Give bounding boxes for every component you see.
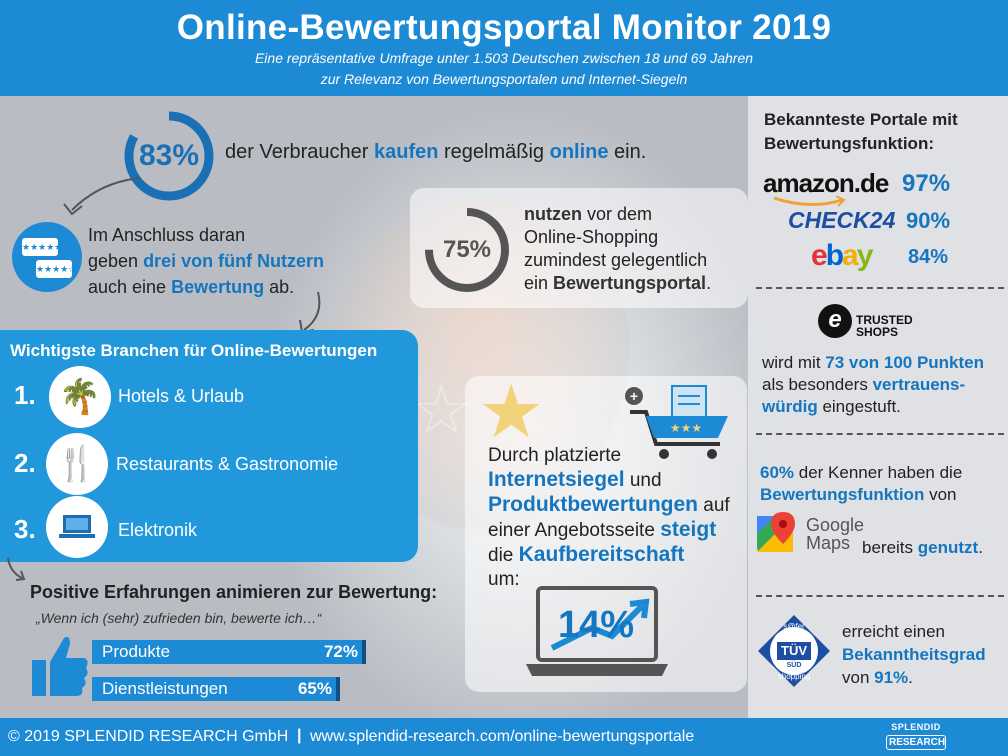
bar-1: Produkte 72% [92, 640, 366, 664]
positive-quote: „Wenn ich (sehr) zufrieden bin, bewerte … [36, 610, 322, 626]
ring-chart-svg [124, 111, 214, 201]
bar-value-label: 72% [323, 642, 358, 661]
right-column [748, 96, 1008, 718]
ebay-logo: ebay [811, 239, 873, 272]
branchen-panel: Wichtigste Branchen für Online-Bewertung… [0, 330, 418, 562]
stat-review-text: Im Anschluss daran geben drei von fünf N… [88, 225, 325, 297]
background-star: ☆ [410, 371, 473, 449]
divider [756, 433, 1004, 435]
bar-value-label: 65% [297, 679, 332, 698]
divider [756, 595, 1004, 597]
header-banner: Online-Bewertungsportal Monitor 2019 Ein… [0, 0, 1008, 96]
laptop-icon [46, 496, 108, 558]
amazon-value: 97% [902, 170, 951, 197]
check24-logo: CHECK24 [788, 207, 896, 233]
tuev-text: erreicht einen Bekanntheitsgrad von 91%. [842, 622, 986, 687]
amazon-logo: amazon.de [763, 168, 889, 198]
footer: © 2019 SPLENDID RESEARCH GmbH | www.sple… [0, 718, 1008, 756]
palm-tree-icon: 🌴 [49, 366, 111, 428]
review-chat-icon: ★★★★★ ★★★★☆ [12, 222, 82, 292]
ring-arc [425, 208, 509, 292]
rank-2: 2. [14, 448, 36, 478]
bar-label: Dienstleistungen [102, 679, 228, 698]
trusted-shops-logo: TRUSTED SHOPS [856, 313, 913, 339]
footer-copyright: © 2019 SPLENDID RESEARCH GmbH [8, 728, 289, 745]
bar-label: Produkte [102, 642, 171, 661]
stat-portal-text: nutzen vor dem Online-Shopping zumindest… [524, 204, 712, 293]
branchen-title: Wichtigste Branchen für Online-Bewertung… [10, 341, 378, 360]
bar-cap [336, 677, 340, 701]
ring-value-83: 83% [138, 139, 200, 172]
footer-url[interactable]: www.splendid-research.com/online-bewertu… [310, 728, 695, 745]
branche-label-1: Hotels & Urlaub [118, 386, 245, 406]
google-maps-icon [757, 512, 797, 556]
bar-2: Dienstleistungen 65% [92, 677, 340, 701]
ring-chart-83: 83% [123, 110, 215, 202]
amazon-smile-icon [773, 196, 846, 207]
cutlery-icon: 🍴 [46, 433, 108, 495]
trusted-text: wird mit 73 von 100 Punkten als besonder… [762, 353, 985, 416]
ring-arc [124, 111, 214, 201]
divider [756, 287, 1004, 289]
footer-separator: | [297, 727, 302, 744]
trusted-shops-icon: e [818, 304, 852, 338]
laptop-graph-icon [522, 584, 672, 684]
siegel-value: 14% [558, 604, 635, 646]
splendid-logo: SPLENDID RESEARCH [886, 722, 946, 750]
bar-cap [362, 640, 366, 664]
siegel-text: Durch platzierte Internetsiegel und Prod… [488, 445, 730, 590]
shopping-cart-icon: + ★★★ [624, 382, 736, 462]
page-title: Online-Bewertungsportal Monitor 2019 [176, 8, 832, 47]
ring-value-75: 75% [442, 236, 492, 263]
ring-chart-svg [425, 208, 509, 292]
maps-text-line3: bereits genutzt. [862, 538, 983, 557]
branche-label-3: Elektronik [118, 520, 198, 540]
ebay-value: 84% [908, 246, 949, 268]
tuev-badge-icon: s@fer TÜV SÜD shopping [757, 614, 831, 688]
subtitle-line-1: Eine repräsentative Umfrage unter 1.503 … [254, 50, 754, 66]
star-icon: ★ [478, 370, 545, 453]
thumbs-up-icon [30, 632, 90, 700]
arrow-icon [7, 557, 26, 581]
check24-value: 90% [906, 208, 951, 233]
branche-label-2: Restaurants & Gastronomie [116, 454, 339, 474]
maps-text: 60% der Kenner haben die Bewertungsfunkt… [760, 463, 963, 504]
google-maps-logo: Google Maps [806, 515, 865, 553]
svg-text:+: + [630, 388, 638, 404]
rank-1: 1. [14, 380, 36, 410]
arrow-icon [63, 177, 141, 216]
svg-text:★★★: ★★★ [670, 421, 702, 435]
positive-title: Positive Erfahrungen animieren zur Bewer… [30, 582, 438, 602]
subtitle-line-2: zur Relevanz von Bewertungsportalen und … [320, 71, 688, 87]
stat-buy-text: der Verbraucher kaufen regelmäßig online… [225, 141, 647, 163]
ring-chart-75: 75% [422, 205, 512, 295]
portale-title: Bekannteste Portale mit Bewertungsfunkti… [764, 110, 958, 153]
rank-3: 3. [14, 514, 36, 544]
